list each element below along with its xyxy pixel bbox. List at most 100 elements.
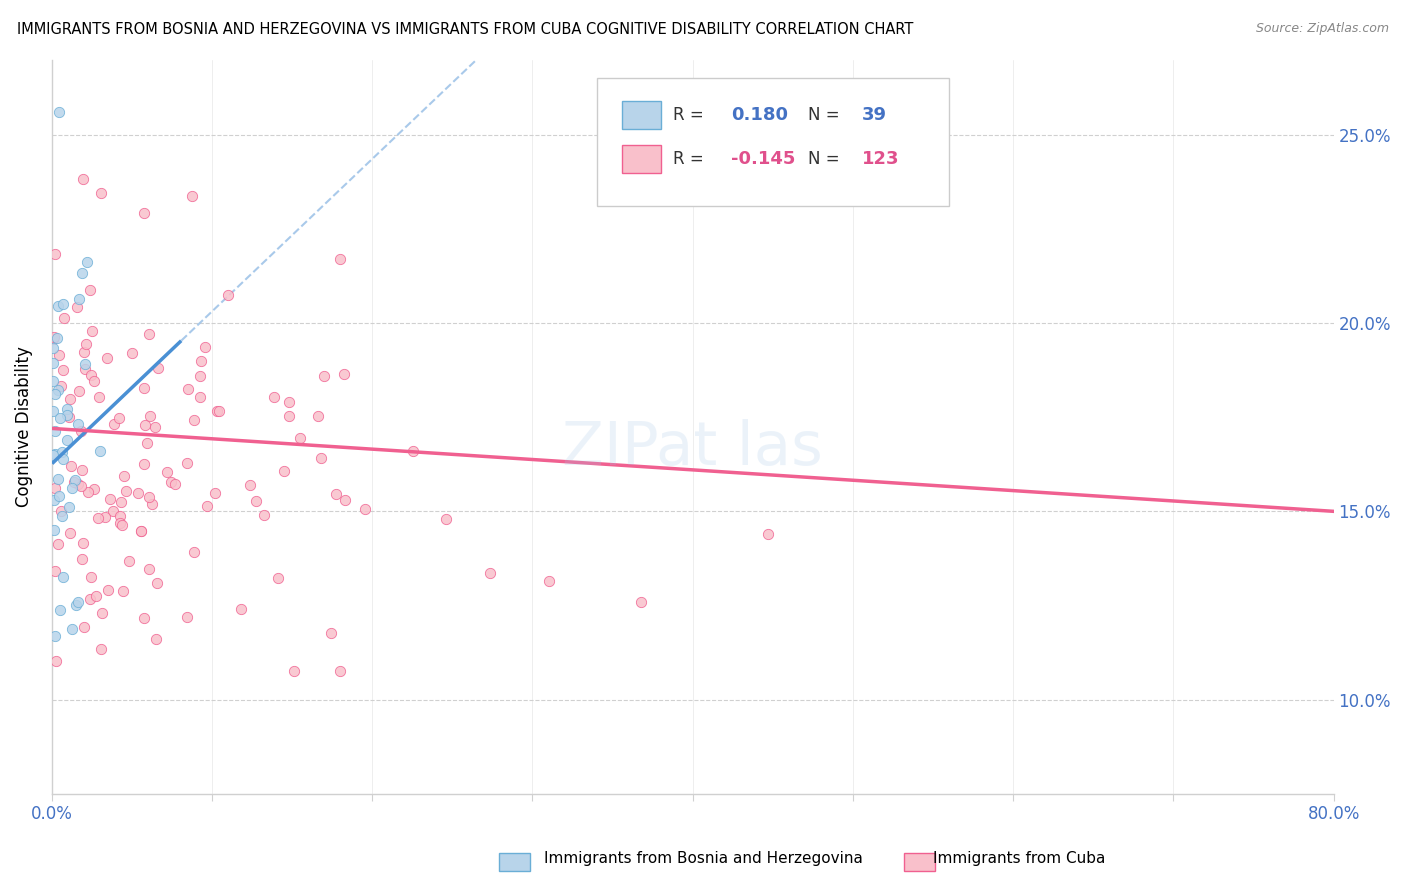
Point [176,457,198,471]
Point [42,374,65,388]
Point [79,591,101,606]
Point [52,310,75,325]
Point [129,524,152,539]
Point [46,537,69,551]
Point [49,378,72,392]
Point [325,487,347,501]
Point [111,518,134,533]
Point [145,632,167,647]
Point [181,189,204,203]
Point [70,266,93,280]
Point [44,481,66,495]
Point [176,610,198,624]
Point [138,490,160,504]
Point [194,340,217,354]
Point [42,448,65,462]
Point [273,463,295,477]
Point [48,489,70,503]
Point [134,457,156,471]
Point [44,424,66,438]
Point [204,486,226,500]
Point [80,368,103,383]
Point [333,492,356,507]
Point [159,475,181,490]
Point [42,332,65,346]
Point [44,386,66,401]
Text: ZIPat las: ZIPat las [562,419,823,478]
Point [108,509,131,524]
Point [110,495,132,509]
Point [65,598,87,612]
Point [96,351,118,365]
FancyBboxPatch shape [596,78,949,206]
Point [49,603,72,617]
Point [49,504,72,518]
Point [90,186,112,200]
Point [76,255,98,269]
Point [60,622,83,636]
Text: -0.145: -0.145 [731,150,796,168]
Point [48,105,70,120]
Point [329,664,352,678]
Point [44,447,66,461]
Point [267,571,290,585]
Point [329,252,352,266]
Point [288,432,311,446]
Point [100,492,122,507]
Point [138,562,160,576]
Point [129,524,152,538]
Point [67,595,90,609]
FancyBboxPatch shape [623,101,661,128]
Point [42,341,65,355]
Point [67,292,90,306]
Point [195,499,218,513]
Point [73,357,96,371]
Point [56,408,79,422]
Point [70,424,93,438]
Point [402,444,425,458]
Point [177,382,200,396]
Point [90,606,112,620]
Point [62,475,84,489]
Point [90,642,112,657]
Point [115,484,138,499]
Text: R =: R = [673,105,710,124]
Point [72,536,94,550]
Point [73,344,96,359]
Point [67,417,90,432]
Point [277,394,299,409]
FancyBboxPatch shape [623,145,661,173]
Point [188,368,211,383]
Point [83,374,105,388]
Point [139,409,162,423]
Point [59,526,82,541]
Text: Immigrants from Cuba: Immigrants from Cuba [934,851,1105,865]
Point [83,482,105,496]
Point [630,595,652,609]
Point [263,390,285,404]
Point [67,477,90,491]
Point [283,664,305,678]
Point [87,391,110,405]
Point [58,500,80,514]
Point [538,574,561,589]
Point [59,392,82,406]
Point [103,504,125,518]
Point [46,383,69,397]
Point [80,570,103,584]
Point [56,401,79,416]
Point [321,626,343,640]
Point [183,413,205,427]
Point [121,345,143,359]
Point [143,420,166,434]
Point [333,368,356,382]
Point [134,418,156,433]
Point [756,527,779,541]
Point [112,583,135,598]
Point [48,299,70,313]
Point [52,363,75,377]
Point [108,516,131,530]
Point [478,566,501,581]
Point [45,654,67,668]
Text: IMMIGRANTS FROM BOSNIA AND HERZEGOVINA VS IMMIGRANTS FROM CUBA COGNITIVE DISABIL: IMMIGRANTS FROM BOSNIA AND HERZEGOVINA V… [17,22,914,37]
